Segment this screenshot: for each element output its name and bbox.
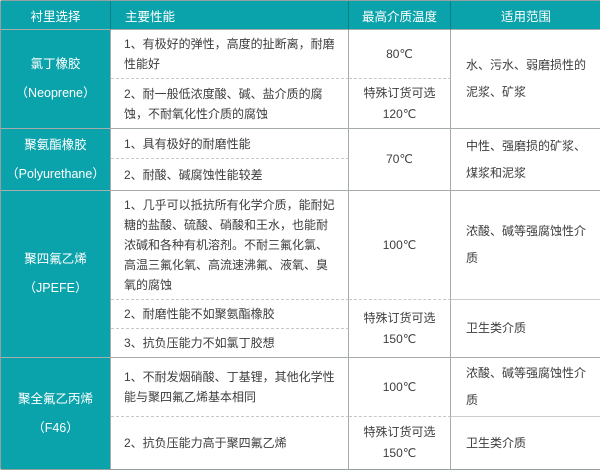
lining-cell-polyurethane: 聚氨酯橡胶 （Polyurethane） — [1, 129, 111, 191]
lining-alias: （F46） — [32, 420, 79, 435]
range-cell: 水、污水、弱磨损性的泥浆、矿浆 — [451, 30, 600, 129]
temperature-cell: 80℃ — [349, 30, 451, 79]
performance-cell: 1、几乎可以抵抗所有化学介质，能耐妃糖的盐酸、硫酸、硝酸和王水，也能耐浓碱和各种… — [111, 191, 349, 300]
performance-cell: 3、抗负压能力不如氯丁胶想 — [111, 329, 349, 358]
range-cell: 卫生类介质 — [451, 300, 600, 358]
range-cell: 浓酸、碱等强腐蚀性介质 — [451, 191, 600, 300]
temperature-cell: 特殊订货可选 150℃ — [349, 300, 451, 358]
temperature-cell: 特殊订货可选 150℃ — [349, 417, 451, 469]
table-row: 聚四氟乙烯 （JPEFE） 1、几乎可以抵抗所有化学介质，能耐妃糖的盐酸、硫酸、… — [1, 191, 600, 358]
table-row: 2、耐磨性能不如聚氨酯橡胶 特殊订货可选 150℃ 卫生类介质 — [1, 300, 600, 358]
table-row: 3、抗负压能力不如氯丁胶想 — [1, 329, 600, 358]
performance-cell: 1、有极好的弹性，高度的扯断离，耐磨性能好 — [111, 30, 349, 79]
performance-cell: 2、耐一般低浓度酸、碱、盐介质的腐蚀，不耐氧化性介质的腐蚀 — [111, 79, 349, 129]
performance-cell: 2、耐酸、碱腐蚀性能较差 — [111, 159, 349, 191]
table-header: 衬里选择 主要性能 最高介质温度 适用范围 — [1, 1, 600, 30]
performance-cell: 2、抗负压能力高于聚四氟乙烯 — [111, 417, 349, 469]
lining-alias: （Neoprene） — [15, 86, 96, 100]
lining-cell-f46: 聚全氟乙丙烯 （F46） — [1, 358, 111, 469]
table-row: 聚全氟乙丙烯 （F46） 1、不耐发烟硝酸、丁基锂，其他化学性能与聚四氟乙烯基本… — [1, 358, 600, 469]
performance-cell: 1、具有极好的耐磨性能 — [111, 129, 349, 159]
range-cell: 浓酸、碱等强腐蚀性介质 — [451, 358, 600, 417]
table-row: 2、耐一般低浓度酸、碱、盐介质的腐蚀，不耐氧化性介质的腐蚀 特殊订货可选 120… — [1, 79, 600, 129]
table-row: 氯丁橡胶 （Neoprene） 1、有极好的弹性，高度的扯断离，耐磨性能好 80… — [1, 30, 600, 129]
column-header-max-temperature: 最高介质温度 — [349, 1, 451, 30]
lining-alias: （JPEFE） — [23, 281, 88, 295]
lining-alias: （Polyurethane） — [6, 166, 105, 181]
lining-name: 聚四氟乙烯 — [24, 252, 87, 266]
column-header-lining: 衬里选择 — [1, 1, 111, 30]
lining-name: 氯丁橡胶 — [30, 57, 81, 71]
range-cell: 中性、强磨损的矿浆、煤浆和泥浆 — [451, 129, 600, 191]
table-row: 聚氨酯橡胶 （Polyurethane） 1、具有极好的耐磨性能 70℃ 中性、… — [1, 129, 600, 191]
column-header-performance: 主要性能 — [111, 1, 349, 30]
lining-name: 聚氨酯橡胶 — [24, 137, 87, 152]
performance-cell: 2、耐磨性能不如聚氨酯橡胶 — [111, 300, 349, 329]
temperature-cell: 70℃ — [349, 129, 451, 191]
performance-cell: 1、不耐发烟硝酸、丁基锂，其他化学性能与聚四氟乙烯基本相同 — [111, 358, 349, 417]
temperature-cell: 特殊订货可选 120℃ — [349, 79, 451, 129]
temperature-cell: 100℃ — [349, 358, 451, 417]
range-cell: 卫生类介质 — [466, 435, 527, 450]
column-header-application-range: 适用范围 — [451, 1, 600, 30]
temperature-cell: 100℃ — [349, 191, 451, 300]
table-row: 2、耐酸、碱腐蚀性能较差 — [1, 159, 600, 191]
lining-cell-jpefe: 聚四氟乙烯 （JPEFE） — [1, 191, 111, 358]
lining-cell-neoprene: 氯丁橡胶 （Neoprene） — [1, 30, 111, 129]
lining-name: 聚全氟乙丙烯 — [17, 391, 93, 406]
